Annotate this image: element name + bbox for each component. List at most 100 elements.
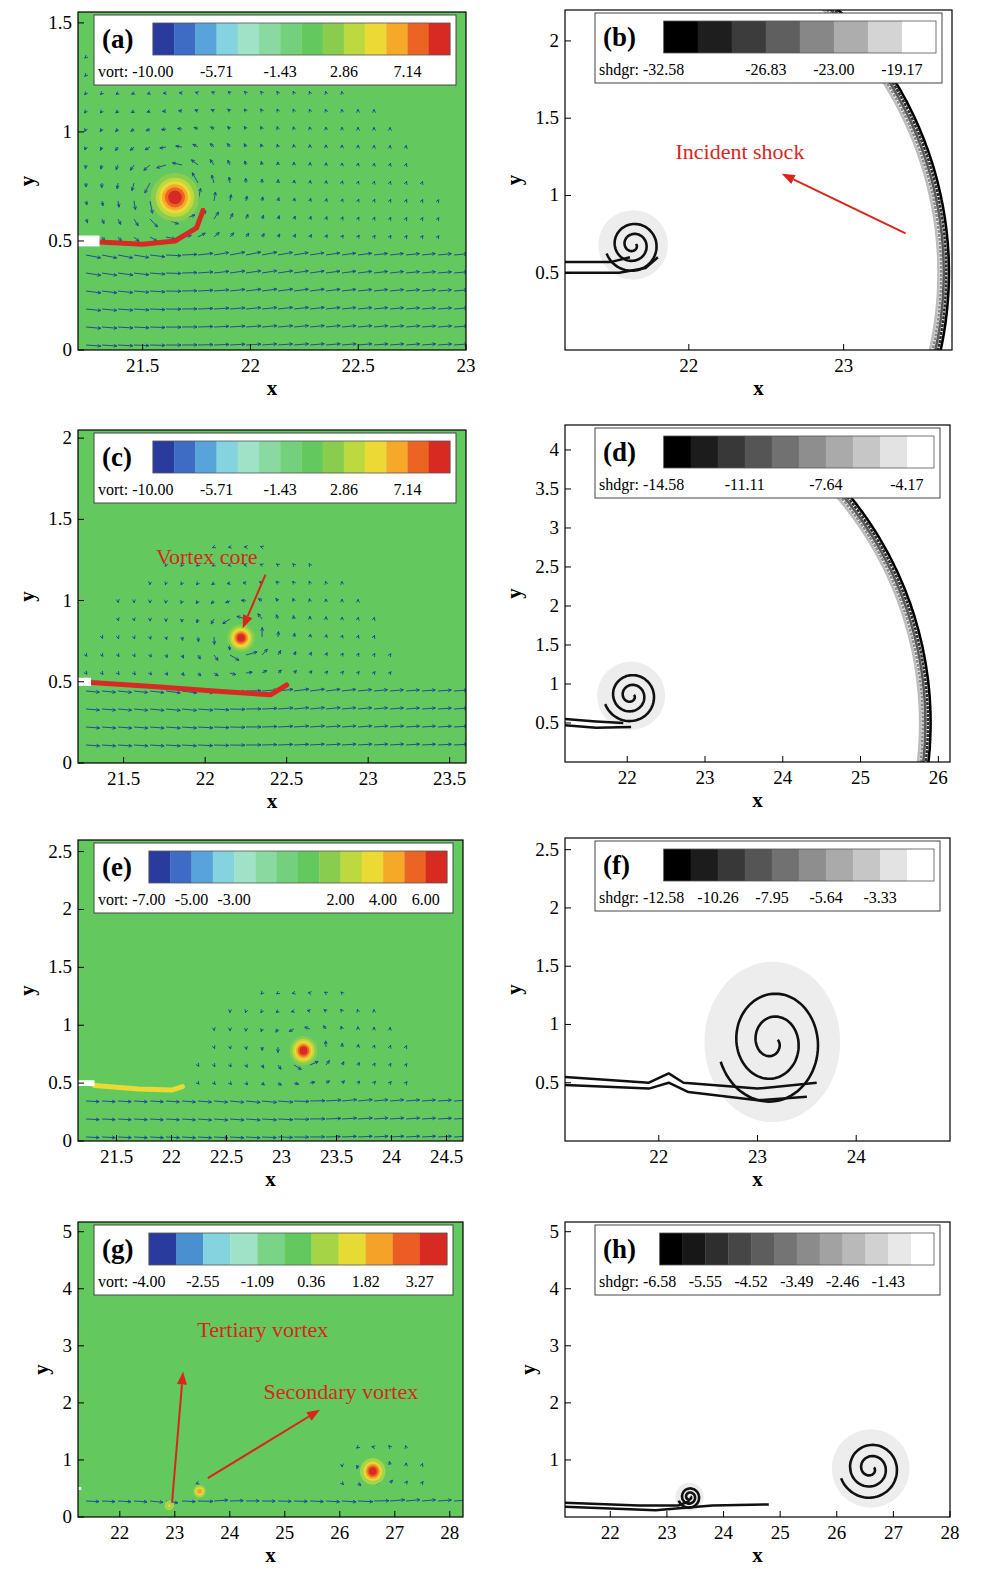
panel: 21.52222.52323.500.511.52xy(c)vort:-10.0… — [15, 427, 467, 813]
colorbar-tick-label: -11.11 — [725, 476, 765, 493]
colorbar-swatch — [907, 849, 934, 881]
y-tick — [78, 763, 84, 764]
vortex-level — [294, 1041, 312, 1060]
colorbar-tick-label: -32.58 — [643, 61, 684, 78]
y-tick-label: 5 — [63, 1221, 73, 1242]
vortex-spiral — [721, 994, 818, 1102]
colorbar-swatch — [868, 21, 902, 53]
panel-label: (g) — [102, 1234, 133, 1264]
x-tick — [860, 756, 861, 762]
colorbar-swatch — [174, 441, 196, 473]
panel-label: (a) — [102, 24, 133, 54]
vortex-level — [168, 191, 182, 205]
figure: 21.52222.52300.511.5xy(a)vort:-10.00-5.7… — [0, 0, 984, 1583]
y-tick — [78, 1231, 84, 1232]
colorbar-legend: (h)shdgr:-6.58-5.55-4.52-3.49-2.46-1.43 — [595, 1225, 940, 1295]
x-tick — [757, 1135, 758, 1141]
colorbar-swatch — [319, 851, 341, 883]
x-tick — [705, 756, 706, 762]
x-tick — [368, 757, 369, 763]
colorbar-swatch — [344, 23, 366, 55]
x-tick — [229, 1511, 230, 1517]
colorbar-swatch — [153, 23, 175, 55]
colorbar-tick-label: -26.83 — [745, 61, 786, 78]
colorbar-swatch — [429, 441, 451, 473]
x-tick-label: 22 — [649, 1146, 668, 1167]
y-tick — [565, 1024, 571, 1025]
vortex-level — [296, 1043, 311, 1059]
colorbar-swatch — [386, 441, 408, 473]
x-tick — [205, 757, 206, 763]
colorbar-outline — [664, 21, 936, 53]
colorbar-swatch — [728, 1233, 751, 1265]
colorbar-swatch — [820, 1233, 843, 1265]
y-tick — [565, 1459, 571, 1460]
shock-front — [581, 10, 947, 350]
vector-field — [84, 545, 466, 747]
x-tick-label: 24 — [714, 1522, 734, 1543]
y-tick-label: 5 — [550, 1221, 560, 1242]
y-tick — [78, 851, 84, 852]
shear-line — [565, 1083, 807, 1101]
colorbar-swatch — [149, 1233, 176, 1265]
x-tick-label: 23 — [748, 1146, 767, 1167]
colorbar-swatch — [888, 1233, 911, 1265]
x-axis-title: x — [267, 376, 278, 400]
colorbar-swatch — [323, 23, 345, 55]
x-axis-title: x — [753, 376, 764, 400]
y-tick — [565, 683, 571, 684]
background — [78, 840, 463, 1141]
y-tick-label: 0 — [63, 1506, 73, 1527]
y-tick-label: 1.5 — [48, 508, 72, 529]
panel-label: (b) — [603, 22, 636, 52]
vortex-level — [165, 187, 185, 207]
colorbar-label: shdgr: — [599, 61, 639, 79]
colorbar-tick-label: 3.27 — [406, 1273, 434, 1290]
plot-area — [78, 840, 463, 1141]
shock-front — [581, 10, 939, 350]
colorbar-tick-label: 1.82 — [352, 1273, 380, 1290]
colorbar-swatch — [683, 1233, 706, 1265]
y-tick — [78, 1288, 84, 1289]
x-tick-label: 23 — [696, 767, 715, 788]
x-tick-label: 23 — [657, 1522, 676, 1543]
colorbar-swatch — [213, 851, 235, 883]
vortex-level — [197, 1489, 202, 1494]
colorbar-swatch — [383, 851, 405, 883]
y-tick-label: 2.5 — [535, 839, 559, 860]
colorbar-outline — [153, 23, 450, 55]
shear-line — [565, 1504, 769, 1510]
shock-front — [581, 10, 944, 350]
x-tick — [171, 1135, 172, 1141]
y-tick — [565, 195, 571, 196]
frame — [78, 12, 466, 350]
colorbar-swatch — [797, 1233, 820, 1265]
colorbar-swatch — [259, 23, 281, 55]
y-tick-label: 0 — [63, 339, 73, 360]
colorbar-tick-label: -3.49 — [780, 1273, 813, 1290]
colorbar-swatch — [298, 851, 320, 883]
annotation-arrowhead — [177, 1371, 187, 1384]
colorbar-swatch — [826, 436, 853, 468]
y-tick-label: 1 — [550, 1013, 560, 1034]
y-tick-label: 2 — [550, 897, 560, 918]
x-tick — [394, 1511, 395, 1517]
colorbar-swatch — [277, 851, 299, 883]
vortex-level — [156, 178, 195, 217]
colorbar-outline — [664, 849, 934, 881]
x-tick-label: 27 — [385, 1522, 404, 1543]
frame — [78, 1222, 463, 1517]
vector-field — [86, 991, 463, 1139]
vector-field — [86, 1445, 463, 1504]
colorbar-swatch — [301, 441, 323, 473]
y-tick — [565, 849, 571, 850]
y-tick — [565, 118, 571, 119]
vortex-level — [234, 631, 249, 646]
plot-area — [565, 425, 950, 762]
colorbar-tick-label: -7.64 — [809, 476, 842, 493]
x-tick — [142, 344, 143, 350]
colorbar-tick-label: -7.00 — [132, 891, 165, 908]
shear-line — [565, 257, 630, 262]
y-tick-label: 0.5 — [535, 712, 559, 733]
x-axis-title: x — [265, 1543, 276, 1567]
